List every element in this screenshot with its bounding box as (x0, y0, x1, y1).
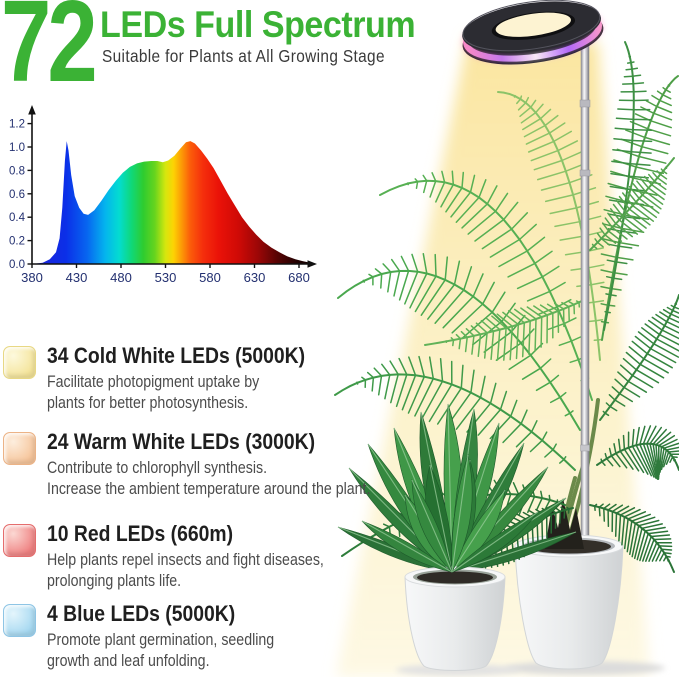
feature-description: Help plants repel insects and fight dise… (47, 550, 324, 591)
feature-description-line: Increase the ambient temperature around … (47, 479, 371, 498)
svg-text:0.0: 0.0 (9, 259, 25, 271)
feature-description: Contribute to chlorophyll synthesis. Incr… (47, 458, 370, 499)
feature-description-line: growth and leaf unfolding. (47, 651, 210, 670)
peace-lily-front-leaves (361, 453, 539, 574)
feature-title: 24 Warm White LEDs (3000K) (47, 429, 316, 454)
svg-text:1.2: 1.2 (9, 119, 25, 131)
led-chip-swatch-red-icon (3, 524, 36, 557)
svg-text:0.4: 0.4 (9, 212, 26, 224)
right-pot (514, 498, 624, 670)
svg-text:630: 630 (244, 270, 266, 285)
feature-description-line: plants for better photosynthesis. (47, 393, 249, 412)
svg-text:0.6: 0.6 (9, 189, 25, 201)
svg-text:0.8: 0.8 (9, 165, 25, 177)
feature-description-line: Facilitate photopigment uptake by (47, 373, 260, 391)
svg-text:680: 680 (288, 270, 310, 285)
feature-title: 34 Cold White LEDs (5000K) (47, 343, 306, 368)
feature-title: 4 Blue LEDs (5000K) (47, 601, 236, 626)
palm-plant (334, 41, 679, 554)
led-chip-swatch-blue-icon (3, 604, 36, 637)
feature-cold-white-leds: 34 Cold White LEDs (5000K) Facilitate ph… (3, 343, 347, 413)
feature-description-line: Contribute to chlorophyll synthesis. (47, 459, 268, 477)
feature-title: 10 Red LEDs (660m) (47, 521, 234, 546)
feature-description-line: prolonging plants life. (47, 571, 182, 590)
feature-description-line: Help plants repel insects and fight dise… (47, 551, 324, 569)
left-pot (404, 566, 506, 671)
svg-text:380: 380 (21, 270, 43, 285)
svg-text:0.2: 0.2 (9, 236, 25, 248)
page-title: LEDs Full Spectrum (100, 4, 416, 45)
page-subtitle: Suitable for Plants at All Growing Stage (102, 46, 385, 66)
pole (579, 39, 591, 553)
svg-text:430: 430 (66, 270, 88, 285)
ring-light (462, 0, 604, 65)
feature-warm-white-leds: 24 Warm White LEDs (3000K) Contribute to… (3, 429, 423, 499)
led-chip-swatch-warm-white-icon (3, 432, 36, 465)
svg-text:530: 530 (155, 270, 177, 285)
svg-text:1.0: 1.0 (9, 142, 25, 154)
feature-description: Facilitate photopigment uptake by plants … (47, 372, 305, 413)
feature-description-line: Promote plant germination, seedling (47, 631, 275, 649)
feature-blue-leds: 4 Blue LEDs (5000K) Promote plant germin… (3, 601, 311, 671)
led-count-number: 72 (1, 0, 98, 106)
svg-text:580: 580 (199, 270, 221, 285)
svg-text:480: 480 (110, 270, 132, 285)
led-chip-swatch-cold-white-icon (3, 346, 36, 379)
spectrum-chart: 0.0 0.2 0.4 0.6 0.8 1.0 1.2 380 430 480 530 580 630 6… (9, 105, 317, 285)
feature-red-leds: 10 Red LEDs (660m) Help plants repel ins… (3, 521, 369, 591)
feature-description: Promote plant germination, seedling growt… (47, 630, 274, 671)
